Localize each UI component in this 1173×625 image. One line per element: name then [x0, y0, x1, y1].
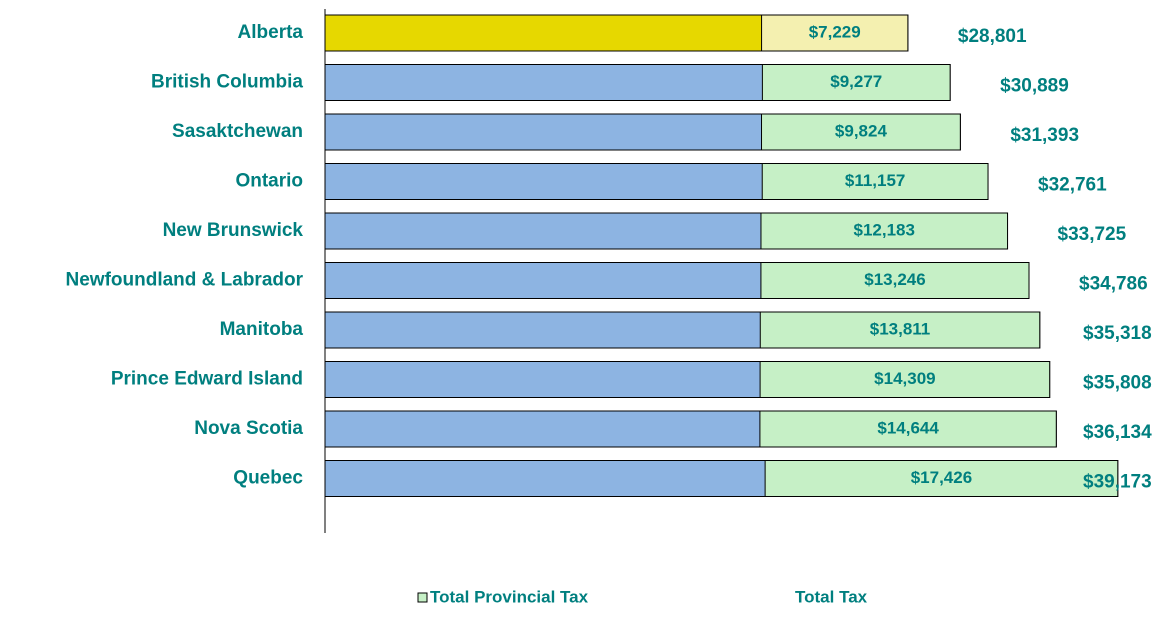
data-label: $7,229 — [809, 22, 861, 41]
bar-segment — [760, 212, 1009, 250]
bar-segment — [761, 163, 989, 200]
bar-segment — [759, 361, 1051, 398]
category-label: Quebec — [233, 468, 303, 489]
legend-swatch — [417, 592, 428, 603]
category-label: New Brunswick — [163, 220, 304, 241]
bar-segment — [759, 311, 1041, 349]
category-label: British Columbia — [151, 72, 303, 93]
data-label: $12,183 — [854, 220, 915, 239]
data-label: $14,644 — [877, 418, 939, 437]
category-label: Sasaktchewan — [172, 121, 303, 142]
legend-label: Total Tax — [795, 587, 868, 606]
bar-segment — [760, 262, 1030, 299]
total-label: $31,393 — [1010, 125, 1079, 146]
data-label: $17,426 — [911, 468, 972, 487]
bar-segment — [759, 410, 1057, 448]
bar-segment — [761, 64, 951, 101]
total-label: $35,808 — [1083, 373, 1152, 394]
total-label: $33,725 — [1058, 224, 1127, 245]
category-label: Prince Edward Island — [111, 369, 303, 390]
bar-segment — [761, 14, 909, 52]
bar-segment — [764, 460, 1119, 497]
category-label: Manitoba — [220, 319, 304, 340]
data-label: $9,824 — [835, 121, 888, 140]
data-label: $13,246 — [864, 270, 925, 289]
data-label: $13,811 — [870, 319, 931, 338]
total-label: $34,786 — [1079, 274, 1148, 295]
bar-segment — [761, 113, 961, 151]
total-label: $35,318 — [1083, 323, 1152, 344]
data-label: $14,309 — [874, 369, 935, 388]
data-label: $9,277 — [830, 72, 882, 91]
total-label: $30,889 — [1000, 76, 1069, 97]
total-label: $36,134 — [1083, 422, 1152, 443]
total-label: $39,173 — [1083, 472, 1152, 493]
category-label: Alberta — [238, 22, 304, 43]
category-label: Newfoundland & Labrador — [66, 270, 304, 291]
category-label: Ontario — [235, 171, 303, 192]
category-label: Nova Scotia — [194, 418, 303, 439]
total-label: $32,761 — [1038, 175, 1107, 196]
legend-label: Total Provincial Tax — [430, 587, 589, 606]
data-label: $11,157 — [845, 171, 906, 190]
total-label: $28,801 — [958, 26, 1027, 47]
